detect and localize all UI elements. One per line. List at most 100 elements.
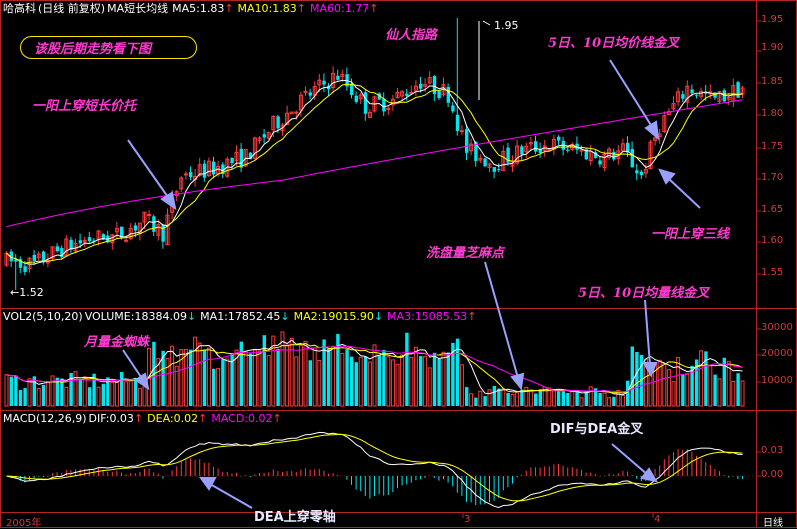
candle-body [446,87,450,103]
candle-body [662,115,667,132]
candle-body [612,151,616,160]
arrow-up-icon: ↑ [133,412,144,425]
volume-bar [147,347,152,407]
candle-body [469,143,474,152]
volume-bar [294,356,299,407]
high-marker [478,20,491,100]
arrow-dea-zero [209,483,253,509]
volume-bar [212,368,216,406]
volume-tick: 30000 [761,322,793,333]
volume-bar [598,392,602,406]
volume-bar [538,389,542,406]
candle-body [147,214,152,217]
candle-body [101,234,105,240]
candle-body [635,170,639,174]
volume-bar [717,378,722,407]
volume-bar [390,359,395,407]
arrow-ma-cross-head [644,120,660,141]
candle-body [350,83,354,96]
candle-body [92,240,96,242]
candle-body [676,91,681,103]
arrow-three [667,177,701,209]
arrow-spider [122,349,144,381]
volume-bar [276,348,280,406]
candle-body [243,148,248,167]
volume-bar [704,351,708,406]
volume-bar [96,386,101,407]
period-button[interactable]: 日线 [763,518,783,529]
volume-bar [69,372,73,406]
candle-body [685,85,690,103]
annotation-ma-cross: 5日、10日均价线金叉 [548,36,680,51]
arrow-three-head [658,168,676,185]
volume-ma-lines [6,339,743,396]
volume-bar [382,349,386,406]
candle-body [266,131,271,139]
candle-body [133,225,138,231]
moving-average-lines [6,79,743,265]
candle-body [308,92,312,96]
candle-body [289,111,294,115]
candle-body [78,240,82,244]
volume-bar [506,392,510,406]
volume-bar [216,368,221,407]
volume-bar [82,376,87,407]
macd-lines [6,431,743,509]
volume-bar [409,357,414,407]
volume-bar [726,360,731,407]
volume-bar [465,387,469,406]
annotation-monthly-spider: 月量金蜘蛛 [84,335,150,350]
candle-body [639,171,644,176]
volume-bar [252,349,257,407]
volume-bar [124,381,129,407]
arrow-dea-zero-head [199,477,217,491]
x-axis-month-4: 4 [654,514,661,525]
candle-body [722,90,726,102]
candle-body [23,266,27,272]
candle-body [566,149,570,151]
candle-body [382,98,386,112]
vol-ma1-value: MA1:17852.45 [200,310,281,323]
macd-value: MACD:0.02 [211,412,273,425]
volume-bar [174,365,179,407]
vol-ma2-value: MA2:19015.90 [293,310,374,323]
macd-histogram [10,448,743,506]
candle-body [520,146,524,155]
volume-bar [528,390,533,407]
volume-bar [41,384,46,406]
arrow-support [127,139,171,201]
dea-line [6,434,743,502]
arrow-vol-cross-head [642,362,658,378]
volume-bar [713,374,717,406]
candle-body [367,111,372,119]
volume-bar [478,390,483,407]
volume-bar [36,388,41,407]
vol-ma3-line [6,345,743,393]
volume-bar [607,397,612,407]
volume-bar [510,393,515,407]
volume-bar [557,390,561,406]
candle-body [248,152,253,160]
candle-body [405,93,409,96]
arrow-down-icon: ↓ [373,310,384,323]
candle-body [120,226,124,238]
volume-bar [179,349,184,407]
candle-body [183,173,188,176]
candle-body [363,92,368,114]
price-tick: 1.95 [761,14,784,25]
volume-bar [280,331,285,407]
candle-body [602,153,607,169]
axis-tick-marks [462,20,761,518]
candle-body [726,96,731,100]
volume-tick: 20000 [761,348,793,359]
macd-tick: 0.03 [761,445,784,456]
candle-body [32,254,36,261]
volume-bar [579,397,584,407]
volume-bar [234,349,239,407]
candle-body [413,85,418,92]
arrow-support-head [160,191,177,211]
candle-body [699,90,704,97]
arrow-dif-dea-head [640,467,659,483]
